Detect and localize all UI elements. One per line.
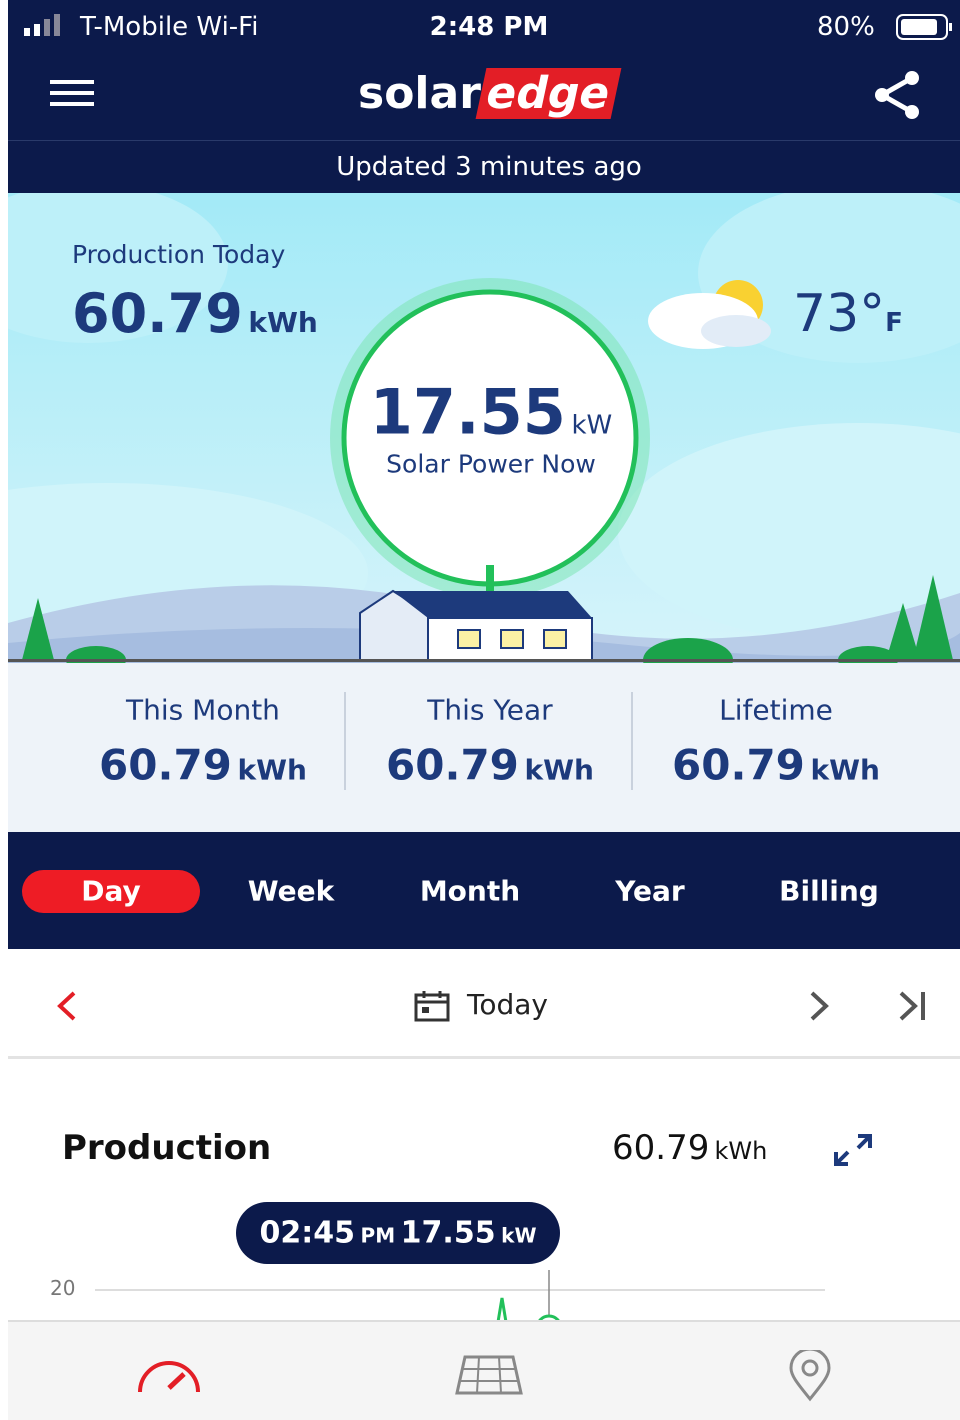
power-label: Solar Power Now (386, 450, 596, 479)
battery-icon (895, 12, 955, 42)
tooltip-text: 02:45 PM 17.55 kW (259, 1216, 536, 1251)
tab-label: Billing (779, 875, 879, 908)
summary-label: This Year (427, 694, 552, 727)
calendar-icon (414, 990, 450, 1022)
prev-button[interactable] (52, 990, 80, 1022)
summary-label: This Month (126, 694, 280, 727)
summary-value-unit: kWh (810, 754, 879, 787)
summary-label-text: This Month (126, 694, 280, 727)
power-now: 17.55 kW (370, 376, 612, 449)
summary-label-text: Lifetime (719, 694, 833, 727)
production-today: 60.79 kWh (72, 282, 318, 345)
tooltip-value: 17.55 (401, 1216, 496, 1251)
production-today-label: Production Today (72, 240, 285, 269)
production-today-value: 60.79 (72, 282, 243, 345)
logo-edge: edge (475, 68, 621, 119)
power-value: 17.55 (370, 376, 566, 449)
summary-value: 60.79 kWh (99, 741, 307, 790)
date-label[interactable]: Today (467, 988, 548, 1021)
tab[interactable]: Week (248, 875, 335, 908)
summary-value-unit: kWh (524, 754, 593, 787)
battery-text: 80% (817, 12, 875, 42)
summary-value-number: 60.79 (386, 741, 519, 790)
summary-label-text: This Year (427, 694, 552, 727)
logo-solar: solar (358, 68, 481, 119)
tab-label: Day (81, 875, 141, 908)
layout-tab[interactable] (455, 1355, 523, 1395)
summary-value-unit: kWh (237, 754, 306, 787)
temperature: 73°F (793, 284, 903, 344)
summary-value: 60.79 kWh (386, 741, 594, 790)
signal-icon (24, 14, 70, 38)
next-button[interactable] (806, 990, 834, 1022)
divider (8, 140, 960, 141)
production-title: Production (62, 1128, 271, 1168)
tooltip-unit: kW (501, 1224, 536, 1248)
updated-text: Updated 3 minutes ago (336, 152, 642, 182)
logo: solaredge (358, 68, 616, 119)
production-total-unit: kWh (714, 1137, 767, 1165)
summary-value-number: 60.79 (99, 741, 232, 790)
tooltip-ampm: PM (361, 1224, 396, 1248)
clock: 2:48 PM (430, 12, 549, 42)
summary-divider (631, 692, 633, 790)
tab[interactable]: Billing (779, 875, 879, 908)
tab[interactable]: Day (81, 875, 141, 908)
temperature-unit: F (885, 308, 903, 338)
expand-button[interactable] (832, 1132, 874, 1168)
latest-button[interactable] (895, 990, 929, 1022)
share-button[interactable] (872, 70, 924, 120)
chart-area (90, 1266, 830, 1322)
production-total-value: 60.79 (612, 1128, 709, 1168)
summary-label: Lifetime (719, 694, 833, 727)
site-tab[interactable] (788, 1350, 832, 1402)
tab-label: Month (420, 875, 520, 908)
summary-value: 60.79 kWh (672, 741, 880, 790)
y-tick-label: 20 (50, 1276, 75, 1300)
divider (8, 1056, 960, 1059)
tab-label: Week (248, 875, 335, 908)
summary-value-number: 60.79 (672, 741, 805, 790)
summary-divider (344, 692, 346, 790)
production-today-unit: kWh (248, 306, 317, 339)
dashboard-tab[interactable] (134, 1352, 204, 1396)
app-screen: T-Mobile Wi-Fi 2:48 PM 80% solaredge Upd… (0, 0, 960, 1418)
production-total: 60.79 kWh (612, 1128, 767, 1168)
power-unit: kW (571, 411, 612, 441)
temperature-value: 73° (793, 284, 885, 344)
carrier: T-Mobile Wi-Fi (80, 12, 258, 42)
menu-button[interactable] (50, 78, 96, 108)
tab[interactable]: Month (420, 875, 520, 908)
tab[interactable]: Year (615, 875, 684, 908)
tab-label: Year (615, 875, 684, 908)
tooltip-time: 02:45 (259, 1216, 355, 1251)
